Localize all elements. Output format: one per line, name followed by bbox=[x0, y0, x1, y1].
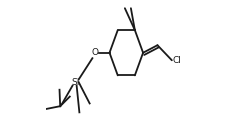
Text: Cl: Cl bbox=[172, 56, 181, 65]
Text: O: O bbox=[91, 48, 98, 57]
Text: Si: Si bbox=[71, 78, 79, 87]
